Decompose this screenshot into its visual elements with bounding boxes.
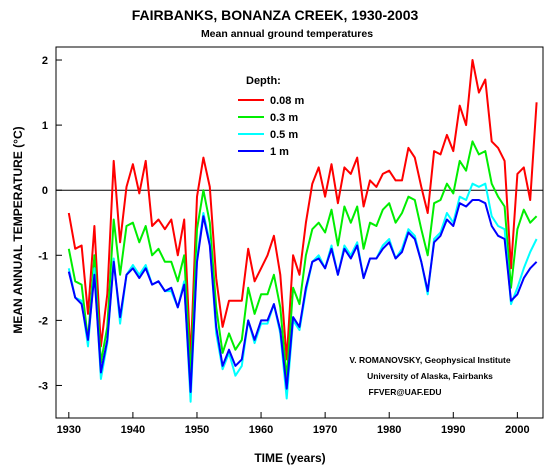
x-tick-label: 1970 <box>313 424 337 436</box>
credit-line-1: V. ROMANOVSKY, Geophysical Institute <box>349 355 510 365</box>
credit-block: V. ROMANOVSKY, Geophysical Institute Uni… <box>349 355 510 397</box>
plot-frame <box>55 46 544 419</box>
x-tick-label: 1980 <box>377 424 401 436</box>
chart-subtitle: Mean annual ground temperatures <box>201 28 373 40</box>
legend-label: 0.5 m <box>270 129 298 141</box>
x-tick-label: 2000 <box>505 424 529 436</box>
x-tick-label: 1940 <box>121 424 145 436</box>
axis-ticks: 1930 1940 1950 1960 1970 1980 1990 2000 2 1 0 -1 -2 -… <box>38 55 529 436</box>
legend-label: 0.3 m <box>270 112 298 124</box>
x-axis-label: TIME (years) <box>254 451 325 465</box>
legend-label: 1 m <box>270 146 289 158</box>
legend-title: Depth: <box>246 75 281 87</box>
y-tick-label: -2 <box>38 315 48 327</box>
legend: Depth: 0.08 m 0.3 m 0.5 m 1 m <box>238 75 304 158</box>
credit-line-3: FFVER@UAF.EDU <box>369 387 442 397</box>
y-tick-label: 1 <box>42 120 48 132</box>
series-lines <box>67 59 538 403</box>
y-tick-label: -3 <box>38 380 48 392</box>
legend-label: 0.08 m <box>270 95 304 107</box>
chart-title: FAIRBANKS, BONANZA CREEK, 1930-2003 <box>132 7 419 23</box>
x-tick-label: 1930 <box>57 424 81 436</box>
y-axis-label: MEAN ANNUAL TEMPERATURE (°C) <box>11 126 25 333</box>
y-tick-label: -1 <box>38 250 48 262</box>
x-tick-label: 1990 <box>441 424 465 436</box>
series-line-1-m <box>67 199 538 393</box>
series-line-0-5-m <box>67 182 538 403</box>
x-tick-label: 1960 <box>249 424 273 436</box>
credit-line-2: University of Alaska, Fairbanks <box>367 371 493 381</box>
x-tick-label: 1950 <box>185 424 209 436</box>
y-tick-label: 0 <box>42 185 48 197</box>
series-line-0-08-m <box>67 59 538 361</box>
y-tick-label: 2 <box>42 55 48 67</box>
plot-area: 1930 1940 1950 1960 1970 1980 1990 2000 2 1 0 -1 -2 -… <box>38 46 544 436</box>
series-line-0-3-m <box>67 140 538 380</box>
